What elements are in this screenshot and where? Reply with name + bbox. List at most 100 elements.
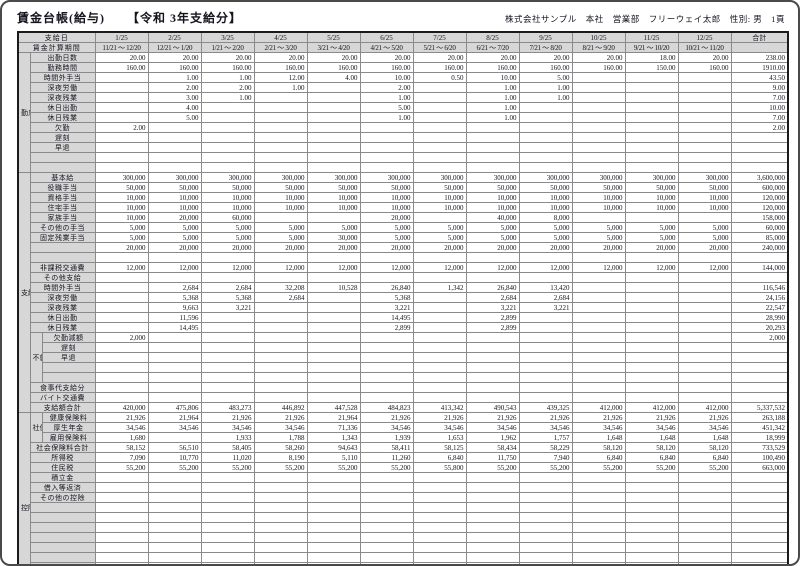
subsection-label: 社保 [29, 412, 43, 443]
value-cell: 10,000 [253, 202, 308, 213]
value-cell [412, 112, 467, 123]
value-cell: 5,000 [518, 222, 573, 233]
value-cell [465, 132, 520, 143]
table-row: 家族手当 10,000 20,000 60,000 20,000 40,000 8,000 1… [18, 212, 789, 223]
value-cell: 300,000 [94, 172, 149, 183]
value-cell: 5,000 [571, 222, 626, 233]
value-cell [571, 292, 626, 303]
row-label: バイト交通費 [29, 392, 96, 403]
value-cell [94, 322, 149, 333]
value-cell: 1,342 [412, 282, 467, 293]
value-cell [359, 552, 414, 563]
value-cell [677, 162, 732, 173]
pay-date-cell: 2/25 [147, 31, 202, 43]
value-cell [147, 352, 202, 363]
value-cell [465, 142, 520, 153]
value-cell [624, 102, 679, 113]
value-cell [306, 492, 361, 503]
value-cell [518, 552, 573, 563]
row-total-cell: 20,293 [730, 322, 789, 333]
row-total-cell [730, 152, 789, 163]
row-total-cell [730, 532, 789, 543]
value-cell [677, 212, 732, 223]
value-cell: 1.00 [465, 102, 520, 113]
value-cell: 300,000 [412, 172, 467, 183]
value-cell [359, 502, 414, 513]
value-cell [359, 142, 414, 153]
row-label: 深夜残業 [29, 302, 96, 313]
value-cell: 20,000 [147, 242, 202, 253]
value-cell [465, 492, 520, 503]
value-cell: 9,663 [147, 302, 202, 313]
value-cell: 483,273 [200, 402, 255, 413]
row-total-cell [730, 362, 789, 373]
value-cell [412, 82, 467, 93]
value-cell [518, 352, 573, 363]
value-cell [253, 532, 308, 543]
table-row: 勤務時間 160.00 160.00 160.00 160.00 160.00 160.00… [18, 62, 789, 73]
subsection-label: 不就労減額 [29, 332, 43, 383]
value-cell [306, 352, 361, 363]
row-label: 支給額合計 [29, 402, 96, 413]
value-cell [359, 542, 414, 553]
value-cell: 21,964 [306, 412, 361, 423]
row-label: 家族手当 [29, 212, 96, 223]
value-cell: 490,543 [465, 402, 520, 413]
row-label: その他支給 [29, 272, 96, 283]
blank-row [18, 502, 789, 513]
value-cell [677, 472, 732, 483]
value-cell [94, 152, 149, 163]
row-total-cell [730, 142, 789, 153]
value-cell: 5,000 [677, 222, 732, 233]
value-cell: 5,000 [412, 232, 467, 243]
value-cell: 55,800 [412, 462, 467, 473]
blank-row [18, 522, 789, 533]
value-cell [200, 522, 255, 533]
value-cell [94, 532, 149, 543]
table-row: 住民税 55,200 55,200 55,200 55,200 55,200 55,200 5… [18, 462, 789, 473]
value-cell: 160.00 [412, 62, 467, 73]
value-cell: 5,000 [359, 222, 414, 233]
value-cell: 2,899 [465, 312, 520, 323]
value-cell: 58,125 [412, 442, 467, 453]
value-cell [518, 522, 573, 533]
value-cell: 1.00 [200, 72, 255, 83]
value-cell: 1.00 [200, 92, 255, 103]
value-cell: 1,680 [94, 432, 149, 443]
value-cell [306, 542, 361, 553]
value-cell [94, 542, 149, 553]
value-cell [412, 392, 467, 403]
value-cell [571, 372, 626, 383]
value-cell [571, 82, 626, 93]
value-cell: 3,221 [359, 302, 414, 313]
row-label: 欠勤 [29, 122, 96, 133]
value-cell: 10,000 [518, 202, 573, 213]
value-cell: 10,000 [306, 202, 361, 213]
value-cell: 21,926 [518, 412, 573, 423]
value-cell [624, 292, 679, 303]
value-cell [359, 352, 414, 363]
value-cell [147, 272, 202, 283]
value-cell: 12,000 [200, 262, 255, 273]
value-cell [624, 282, 679, 293]
value-cell: 300,000 [147, 172, 202, 183]
value-cell: 1.00 [465, 82, 520, 93]
value-cell: 412,000 [677, 402, 732, 413]
value-cell: 11,750 [465, 452, 520, 463]
value-cell [624, 342, 679, 353]
value-cell [465, 522, 520, 533]
value-cell [465, 162, 520, 173]
value-cell [518, 142, 573, 153]
value-cell: 2.00 [147, 82, 202, 93]
value-cell: 5,000 [412, 222, 467, 233]
value-cell [200, 482, 255, 493]
pay-date-cell: 6/25 [359, 31, 414, 43]
value-cell: 300,000 [306, 172, 361, 183]
value-cell [253, 332, 308, 343]
value-cell [571, 332, 626, 343]
value-cell: 300,000 [200, 172, 255, 183]
value-cell: 34,546 [147, 422, 202, 433]
value-cell [359, 472, 414, 483]
value-cell: 12,000 [147, 262, 202, 273]
value-cell: 160.00 [677, 62, 732, 73]
